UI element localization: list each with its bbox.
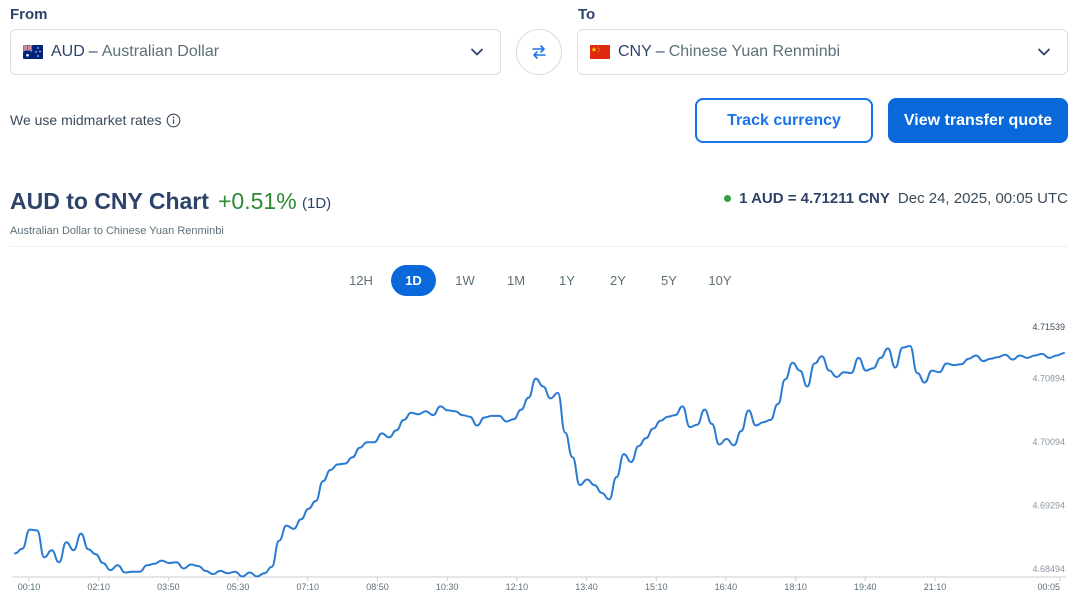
from-separator: – bbox=[88, 43, 98, 60]
from-currency-name: Australian Dollar bbox=[101, 43, 220, 60]
tab-1d[interactable]: 1D bbox=[391, 265, 436, 296]
x-tick-label: 00:05 bbox=[1037, 582, 1060, 592]
x-tick-label: 10:30 bbox=[436, 582, 459, 592]
x-tick-label: 15:10 bbox=[645, 582, 668, 592]
chevron-down-icon bbox=[471, 48, 483, 56]
swap-arrows-icon bbox=[532, 45, 546, 59]
from-currency-code: AUD bbox=[51, 43, 85, 60]
midmarket-text: We use midmarket rates bbox=[10, 112, 162, 128]
view-transfer-quote-button[interactable]: View transfer quote bbox=[888, 98, 1068, 143]
x-tick-label: 16:40 bbox=[715, 582, 738, 592]
x-tick-label: 18:10 bbox=[784, 582, 807, 592]
rate-timestamp: Dec 24, 2025, 00:05 UTC bbox=[897, 190, 1068, 207]
to-currency-code: CNY bbox=[618, 43, 652, 60]
rate-value: 1 AUD = 4.71211 CNY bbox=[739, 190, 890, 207]
track-currency-button[interactable]: Track currency bbox=[695, 98, 873, 143]
x-tick-label: 21:10 bbox=[924, 582, 947, 592]
x-tick-label: 00:10 bbox=[18, 582, 41, 592]
x-tick-label: 08:50 bbox=[366, 582, 389, 592]
tab-5y[interactable]: 5Y bbox=[661, 273, 677, 288]
to-separator: – bbox=[655, 43, 665, 60]
chart-subtitle: Australian Dollar to Chinese Yuan Renmin… bbox=[10, 225, 224, 237]
to-label: To bbox=[578, 6, 596, 23]
live-status-dot bbox=[724, 195, 732, 202]
australia-flag-icon bbox=[23, 45, 43, 59]
x-tick-label: 07:10 bbox=[297, 582, 320, 592]
tab-2y[interactable]: 2Y bbox=[610, 273, 626, 288]
chevron-down-icon bbox=[1038, 48, 1050, 56]
y-tick-label: 4.71539 bbox=[1032, 322, 1065, 332]
y-tick-label: 4.69294 bbox=[1032, 500, 1065, 510]
swap-button[interactable] bbox=[516, 29, 562, 75]
china-flag-icon bbox=[590, 45, 610, 59]
x-tick-label: 02:10 bbox=[87, 582, 110, 592]
x-tick-label: 12:10 bbox=[506, 582, 529, 592]
x-tick-label: 03:50 bbox=[157, 582, 180, 592]
from-label: From bbox=[10, 6, 48, 23]
x-tick-label: 19:40 bbox=[854, 582, 877, 592]
current-rate: 1 AUD = 4.71211 CNY Dec 24, 2025, 00:05 … bbox=[724, 190, 1068, 207]
x-tick-label: 05:30 bbox=[227, 582, 250, 592]
tab-12h[interactable]: 12H bbox=[349, 273, 373, 288]
to-currency-select[interactable]: CNY – Chinese Yuan Renminbi bbox=[577, 29, 1068, 75]
change-period: (1D) bbox=[302, 195, 332, 212]
midmarket-note: We use midmarket rates bbox=[10, 112, 181, 128]
section-divider bbox=[10, 246, 1068, 247]
period-tabs: 12H 1D 1W 1M 1Y 2Y 5Y 10Y bbox=[336, 265, 746, 296]
tab-1m[interactable]: 1M bbox=[506, 273, 526, 288]
rate-series-line[interactable] bbox=[14, 345, 1065, 578]
tab-1w[interactable]: 1W bbox=[455, 273, 475, 288]
rate-chart: 4.68494 4.69294 4.70094 4.70894 4.71539 00:10… bbox=[12, 322, 1066, 592]
y-tick-label: 4.70894 bbox=[1032, 373, 1065, 383]
info-icon[interactable] bbox=[166, 113, 181, 128]
to-currency-name: Chinese Yuan Renminbi bbox=[668, 43, 841, 60]
change-percent: +0.51% bbox=[218, 188, 297, 214]
chart-title: AUD to CNY Chart bbox=[10, 188, 209, 214]
from-currency-select[interactable]: AUD – Australian Dollar bbox=[10, 29, 501, 75]
y-tick-label: 4.70094 bbox=[1032, 437, 1065, 447]
x-tick-label: 13:40 bbox=[575, 582, 598, 592]
tab-10y[interactable]: 10Y bbox=[708, 273, 732, 288]
tab-1y[interactable]: 1Y bbox=[559, 273, 575, 288]
y-tick-label: 4.68494 bbox=[1032, 564, 1065, 574]
